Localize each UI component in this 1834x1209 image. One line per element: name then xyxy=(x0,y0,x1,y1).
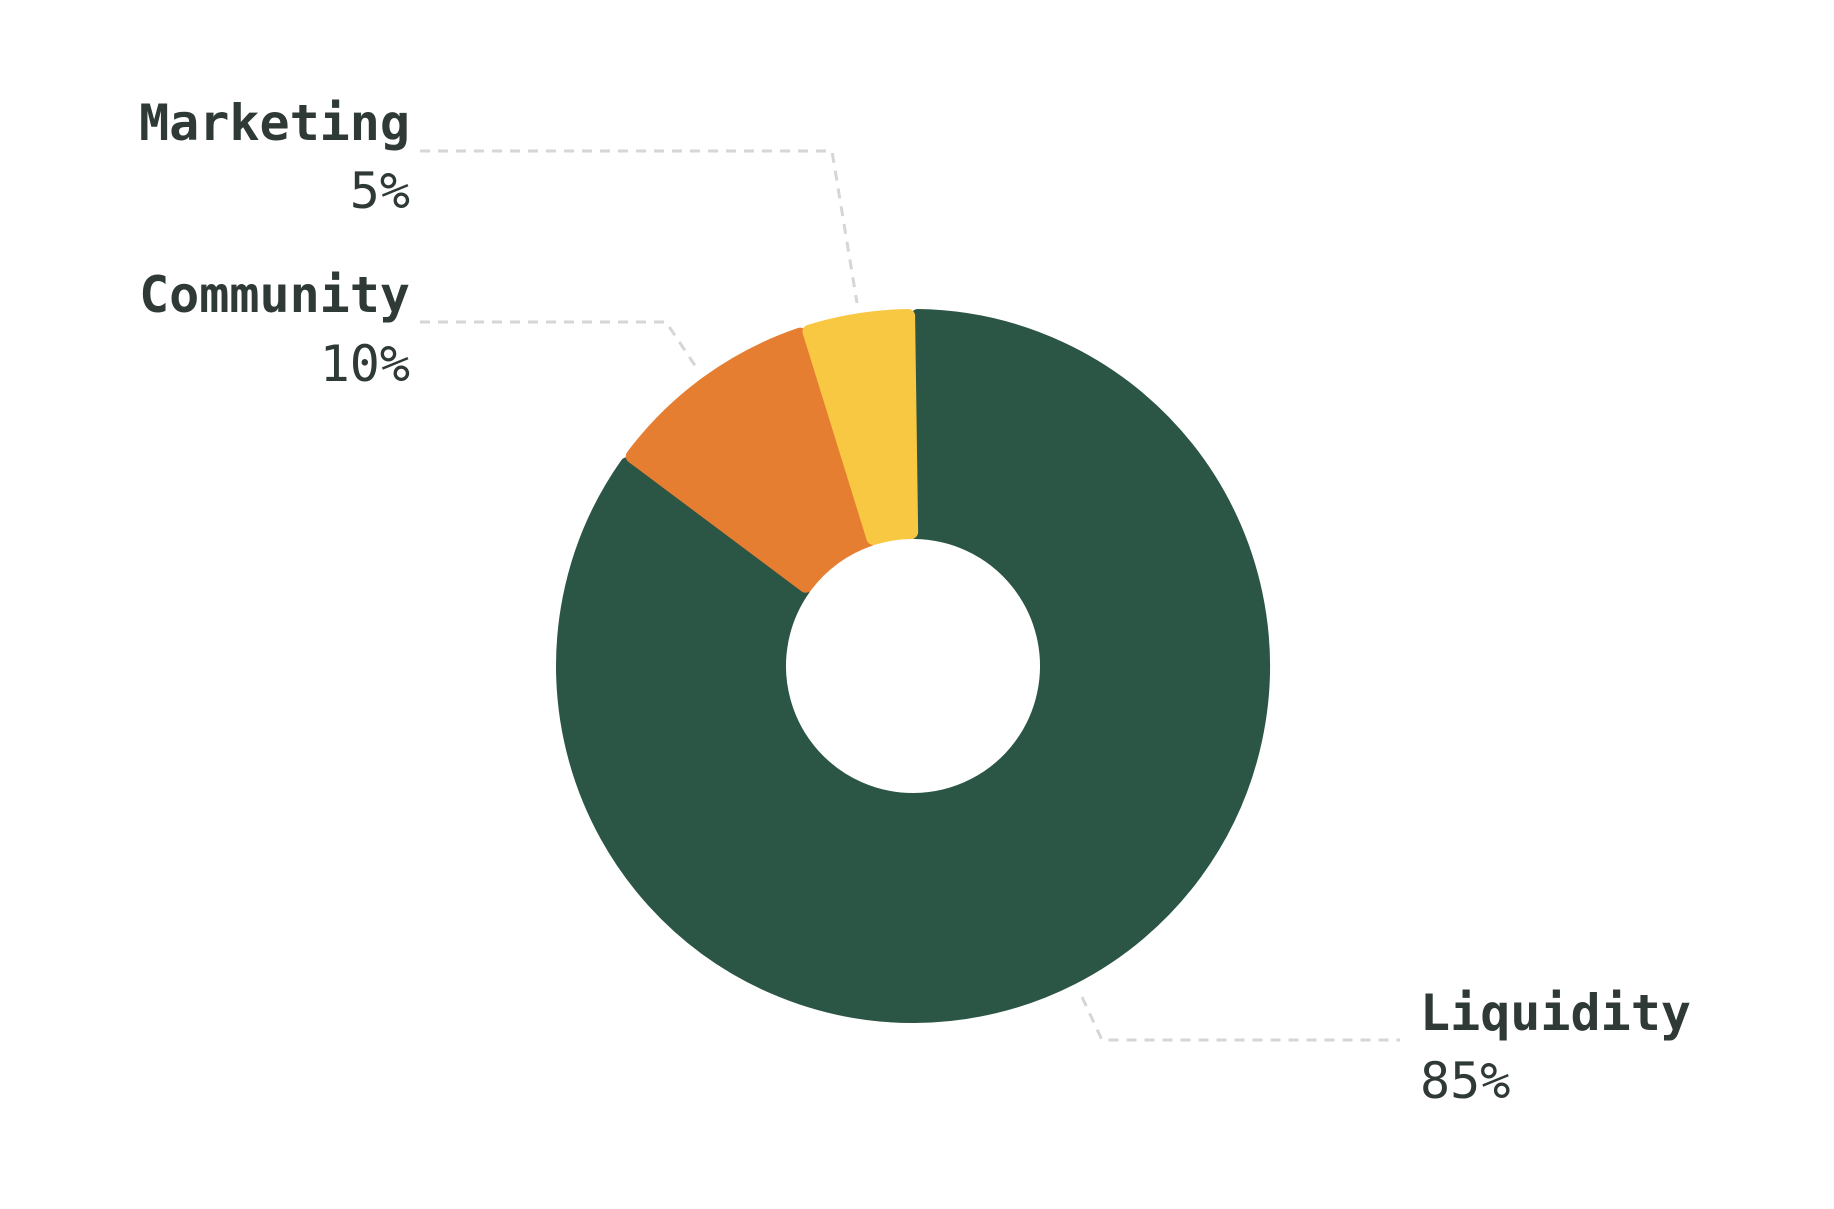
slice-value-marketing: 5% xyxy=(350,162,410,220)
labels-layer: Marketing 5% Community 10% Liquidity 85% xyxy=(139,94,1691,1110)
slice-label-liquidity: Liquidity xyxy=(1420,984,1691,1042)
slice-value-community: 10% xyxy=(320,335,410,393)
leader-lines-layer xyxy=(420,149,1400,1042)
leader-line-community xyxy=(420,320,700,371)
slice-label-marketing: Marketing xyxy=(139,94,410,152)
donut-slice-community xyxy=(625,327,877,593)
slice-label-community: Community xyxy=(139,266,410,324)
donut-slice-liquidity xyxy=(556,309,1270,1023)
leader-line-marketing xyxy=(420,149,859,304)
slice-value-liquidity: 85% xyxy=(1420,1052,1510,1110)
leader-line-liquidity xyxy=(1080,996,1400,1042)
slices-layer xyxy=(556,309,1270,1023)
donut-slice-marketing xyxy=(802,309,919,545)
